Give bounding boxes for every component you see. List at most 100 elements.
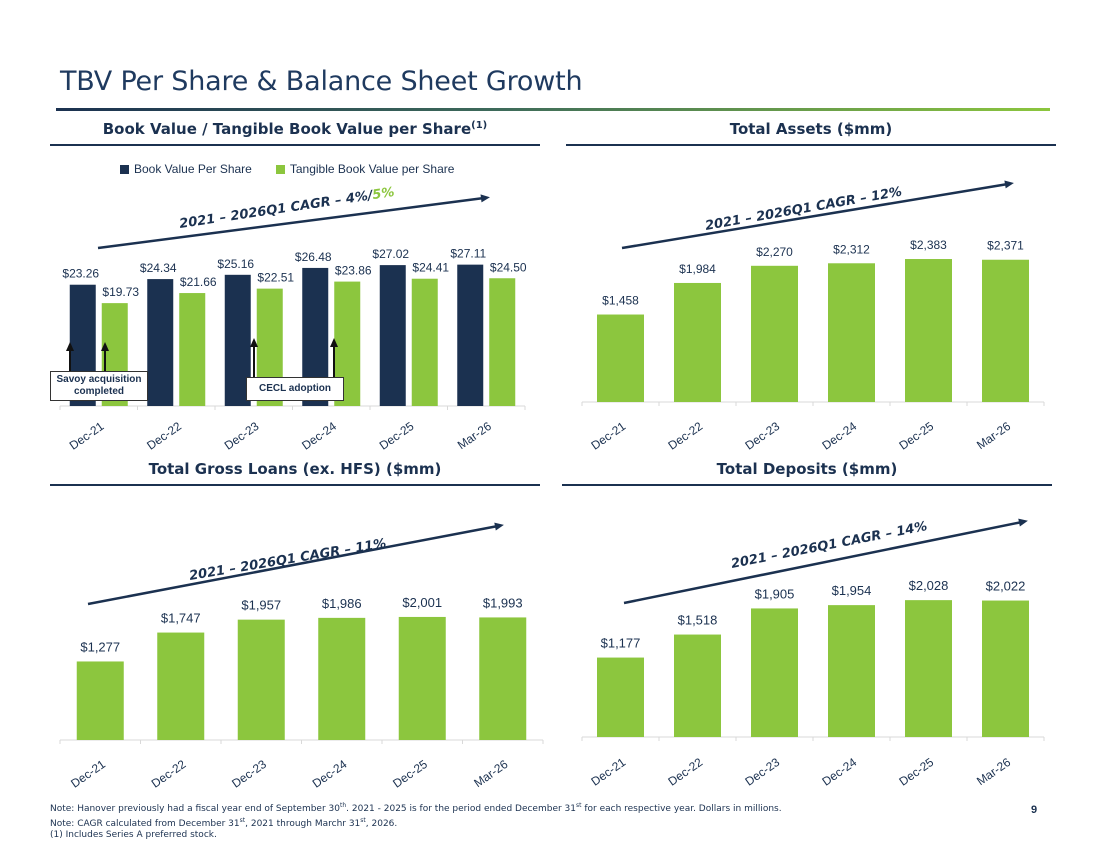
annotation-arrow-head [250, 338, 258, 347]
footnote-text: for each respective year. Dollars in mil… [581, 804, 782, 814]
bar-data-label: $1,458 [602, 294, 639, 308]
bar-data-label: $2,371 [987, 239, 1024, 253]
gross-loans-panel: Total Gross Loans (ex. HFS) ($mm) $1,277… [50, 460, 544, 791]
cecl-callout-line: CECL adoption [258, 383, 332, 394]
bar-data-label: $2,383 [910, 238, 947, 252]
tangible-book-value-data-label: $21.66 [180, 275, 217, 289]
cagr-label: 2021 – 2026Q1 CAGR – 12% [704, 185, 903, 234]
book-value-bar [457, 264, 484, 406]
footnote-text: . 2021 - 2025 is for the period ended De… [346, 804, 576, 814]
legend-item-book-value: Book Value Per Share [120, 162, 252, 176]
bar [76, 661, 124, 740]
bar [751, 265, 798, 402]
x-tick-label: Dec-25 [390, 757, 430, 791]
savoy-callout-line-2: completed [73, 386, 124, 397]
cagr-label: 2021 – 2026Q1 CAGR – 11% [188, 536, 387, 584]
x-tick-label: Dec-23 [229, 757, 269, 791]
x-tick-label: Dec-21 [67, 419, 107, 453]
x-tick-label: Dec-22 [144, 419, 184, 453]
tangible-book-value-data-label: $24.41 [412, 261, 449, 275]
x-tick-label: Dec-23 [742, 419, 782, 453]
bar-data-label: $2,028 [909, 578, 949, 593]
book-value-data-label: $25.16 [217, 257, 254, 271]
book-value-bar [147, 279, 174, 406]
total-deposits-chart-title: Total Deposits ($mm) [716, 460, 898, 478]
total-deposits-panel: Total Deposits ($mm) $1,177 Dec-21 $1,518 D… [562, 460, 1052, 790]
cagr-label: 2021 – 2026Q1 CAGR – 4%/5% [178, 185, 395, 232]
bar-data-label: $2,312 [833, 242, 870, 256]
x-tick-label: Mar-26 [455, 419, 494, 452]
footnote-text: Note: CAGR calculated from December 31 [50, 819, 240, 829]
x-tick-label: Dec-24 [299, 419, 339, 453]
bar [828, 605, 875, 737]
bar [597, 314, 644, 402]
book-value-legend: Book Value Per Share Tangible Book Value… [120, 162, 454, 176]
cagr-arrow-head [1004, 180, 1014, 189]
book-value-data-label: $26.48 [295, 250, 332, 264]
legend-swatch-green [275, 164, 285, 174]
annotation-arrow-head [66, 342, 74, 351]
bar-data-label: $2,022 [986, 579, 1026, 594]
cecl-adoption-callout: CECL adoption [246, 377, 344, 401]
x-tick-label: Dec-21 [68, 757, 108, 791]
x-tick-label: Dec-24 [819, 755, 859, 789]
book-value-bar [379, 265, 406, 406]
bar [157, 632, 205, 740]
annotation-arrow-head [330, 338, 338, 347]
x-tick-label: Dec-21 [588, 755, 628, 789]
cagr-trend-arrow [97, 196, 485, 250]
x-tick-label: Mar-26 [471, 757, 510, 790]
footnote-line: Note: CAGR calculated from December 31st… [50, 815, 782, 830]
bar-data-label: $1,984 [679, 262, 716, 276]
total-assets-chart-title: Total Assets ($mm) [729, 120, 893, 138]
bar [597, 657, 644, 737]
footnote-sup: st [239, 817, 246, 824]
bar [905, 600, 952, 737]
footnote-line: Note: Hanover previously had a fiscal ye… [50, 800, 782, 815]
total-deposits-chart: $1,177 Dec-21 $1,518 Dec-22 $1,905 Dec-23 $1,9… [581, 518, 1045, 789]
cagr-label-highlight: 5% [371, 185, 395, 203]
x-tick-label: Dec-23 [742, 755, 782, 789]
x-tick-label: Dec-23 [222, 419, 262, 453]
footnote-sup: st [360, 817, 366, 824]
tangible-book-value-data-label: $24.50 [490, 260, 527, 274]
footnote-text: (1) Includes Series A preferred stock. [50, 830, 217, 840]
tangible-book-value-data-label: $22.51 [257, 271, 294, 285]
total-deposits-title-rule [562, 484, 1052, 486]
title-divider [56, 108, 1050, 111]
bar-data-label: $1,957 [241, 598, 281, 613]
bar [905, 259, 952, 402]
footnotes: Note: Hanover previously had a fiscal ye… [50, 800, 782, 841]
bar-data-label: $2,001 [402, 595, 442, 610]
book-value-data-label: $23.26 [62, 267, 99, 281]
bar-data-label: $1,905 [755, 586, 795, 601]
bar-data-label: $1,518 [678, 613, 718, 628]
x-tick-label: Dec-22 [665, 419, 705, 453]
cagr-trend-arrow [623, 520, 1023, 605]
book-value-data-label: $27.11 [450, 247, 486, 261]
footnote-sup: st [576, 802, 582, 809]
legend-item-tangible-book-value: Tangible Book Value per Share [275, 162, 454, 176]
cagr-label-text: 2021 – 2026Q1 CAGR – 14% [730, 519, 929, 572]
x-tick-label: Mar-26 [974, 755, 1013, 788]
total-assets-panel: Total Assets ($mm) $1,458 Dec-21 $1,984 Dec… [566, 120, 1056, 453]
tangible-book-value-data-label: $23.86 [335, 264, 372, 278]
x-tick-label: Dec-24 [819, 419, 859, 453]
book-value-title-rule [50, 144, 540, 146]
bar [982, 259, 1029, 402]
footnote-text: , 2026. [365, 819, 398, 829]
book-value-data-label: $27.02 [372, 247, 409, 261]
bar-data-label: $2,270 [756, 245, 793, 259]
bar [674, 634, 721, 737]
bar-data-label: $1,986 [322, 596, 362, 611]
cagr-arrow-head [1018, 518, 1028, 527]
book-value-chart: $23.26$19.73 Dec-21 $24.34$21.66 Dec-22 $25.… [59, 185, 527, 453]
cagr-arrow-head [480, 194, 490, 203]
x-tick-label: Dec-24 [310, 757, 350, 791]
x-tick-label: Dec-25 [896, 755, 936, 789]
x-tick-label: Mar-26 [974, 419, 1013, 452]
footnote-text: , 2021 through Marchr 31 [245, 819, 361, 829]
x-tick-label: Dec-22 [665, 755, 705, 789]
savoy-callout-line-1: Savoy acquisition [56, 374, 142, 385]
annotation-arrow-head [101, 342, 109, 351]
